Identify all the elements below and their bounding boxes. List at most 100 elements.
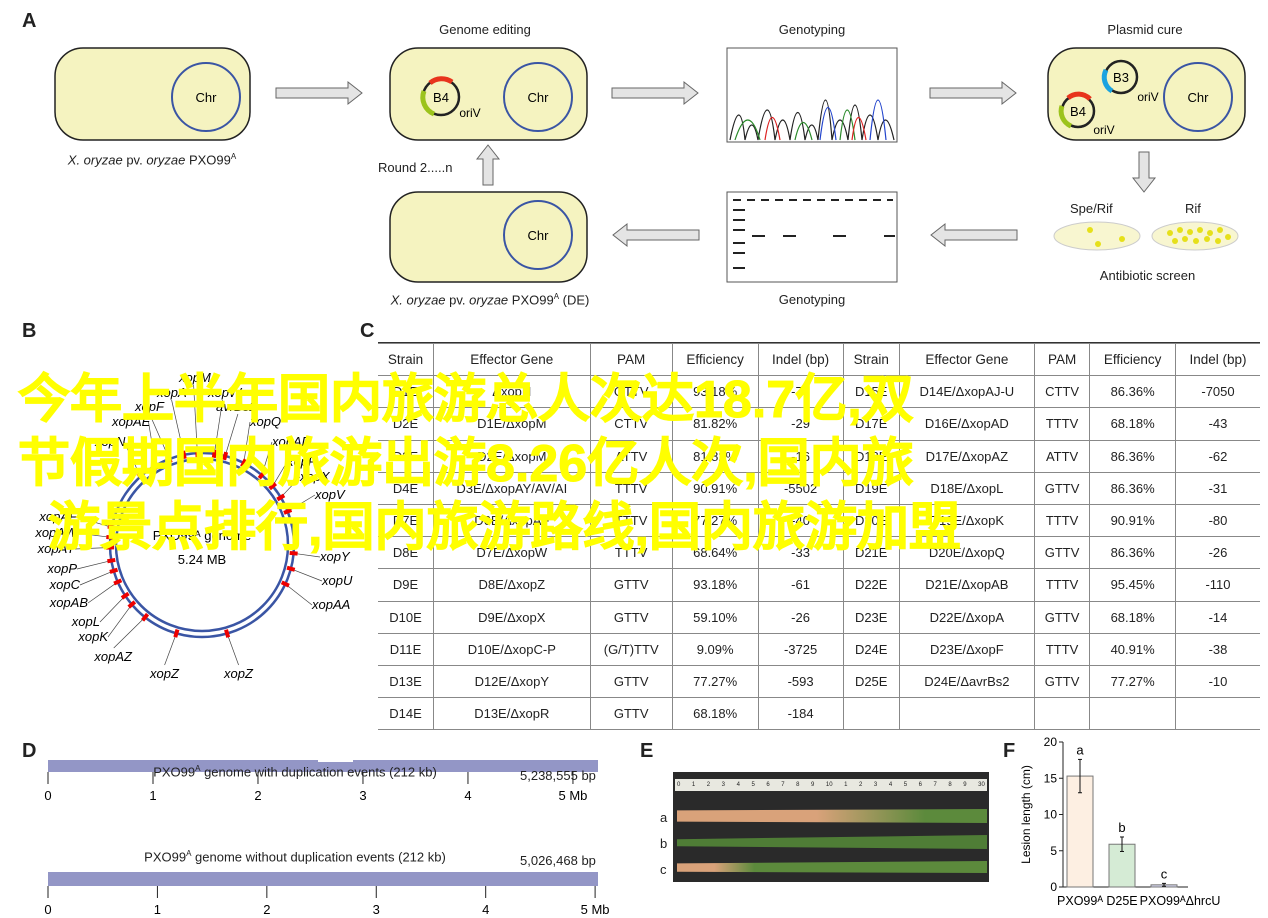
rif-label: Rif xyxy=(1185,201,1201,216)
effector-gene-cell: D1E/ΔxopM xyxy=(433,407,591,441)
plasmid-b3-label: B3 xyxy=(1113,70,1129,85)
ruler-tick: 1 xyxy=(691,782,696,788)
track-title-sup: A xyxy=(195,764,201,773)
pam-cell: TTTV xyxy=(1033,407,1091,441)
ruler-tick: 10 xyxy=(825,782,833,788)
efficiency-cell: 68.64% xyxy=(671,536,759,570)
strain-cell: D21E xyxy=(842,536,900,570)
strain-cell: D19E xyxy=(842,471,900,505)
table-row: D4E D3E/ΔxopAY/AV/AI TTTV 90.91% -5502 D19E D1… xyxy=(378,471,1260,505)
effector-locus-mark xyxy=(268,482,278,491)
table-row: D1E ΔxopN GTTV 93.18% -77 D15E D14E/ΔxopAJ-U CT… xyxy=(378,375,1260,409)
effector-connector xyxy=(171,399,185,455)
column-header: Effector Gene xyxy=(898,342,1035,377)
effector-connector xyxy=(293,552,321,558)
pam-cell: TTTV xyxy=(589,471,673,505)
effector-locus-mark xyxy=(289,550,298,556)
effector-connector xyxy=(290,568,323,582)
genotyping-title-2: Genotyping xyxy=(778,292,846,307)
genome-name: PXO99ᴬ genome xyxy=(153,528,251,543)
effector-locus-mark xyxy=(286,565,296,572)
strain-name: PXO99 xyxy=(185,152,231,168)
strain-sup: A xyxy=(230,152,237,161)
ruler-tick: 30 xyxy=(978,782,985,788)
effector-gene-cell xyxy=(898,697,1035,731)
track-title-sup: A xyxy=(186,849,192,858)
pam-cell: GTTV xyxy=(1033,471,1091,505)
efficiency-cell: 77.27% xyxy=(671,503,759,538)
effector-gene-cell: D19E/ΔxopK xyxy=(898,503,1035,538)
effector-locus-mark xyxy=(107,557,116,564)
efficiency-cell: 86.36% xyxy=(1089,439,1176,473)
pam-cell: CTTV xyxy=(589,407,673,441)
effector-gene-cell: D17E/ΔxopAZ xyxy=(898,439,1035,473)
indel-cell: -110 xyxy=(1174,568,1260,602)
efficiency-cell: 86.36% xyxy=(1089,471,1176,505)
effector-gene-cell: D20E/ΔxopQ xyxy=(898,536,1035,570)
table-row: D14E D13E/ΔxopR GTTV 68.18% -184 xyxy=(378,697,1260,731)
chr-label: Chr xyxy=(196,90,218,105)
indel-cell: -40 xyxy=(757,503,844,538)
ruler-tick: 2 xyxy=(859,782,863,788)
strain-name: PXO99 xyxy=(508,292,554,308)
effector-gene-cell: D10E/ΔxopC-P xyxy=(433,632,591,666)
effector-connector xyxy=(113,617,146,649)
pam-cell: GTTV xyxy=(589,697,673,731)
effector-label: xopN xyxy=(94,434,126,449)
pam-cell: GTTV xyxy=(1033,600,1091,634)
effector-locus-mark xyxy=(283,508,293,515)
strain-cell: D17E xyxy=(842,407,900,441)
track-tick-label: 1 xyxy=(149,788,156,803)
effector-connector xyxy=(224,413,239,457)
effector-gene-cell: D24E/ΔavrBs2 xyxy=(898,664,1035,699)
effector-connector xyxy=(107,604,133,638)
ruler-tick: 7 xyxy=(933,782,937,788)
y-tick-label: 10 xyxy=(1044,808,1058,822)
effector-label: xopV xyxy=(314,487,346,502)
effector-connector xyxy=(76,532,111,538)
efficiency-cell: 81.82% xyxy=(671,407,759,441)
y-tick-label: 5 xyxy=(1050,844,1057,858)
effector-locus-mark xyxy=(113,578,123,586)
table-row: D7E D6E/ΔxopAF TTTV 77.27% -40 D20E D19E/ΔxopK… xyxy=(378,503,1260,538)
editing-table: Strain Effector Gene PAM Efficiency Indel (b… xyxy=(378,342,1260,731)
column-header: PAM xyxy=(1033,342,1091,377)
efficiency-cell: 77.27% xyxy=(671,664,759,699)
strain-sup: A xyxy=(553,292,560,301)
table-row: D10E D9E/ΔxopX GTTV 59.10% -26 D23E D22E/ΔxopA… xyxy=(378,600,1260,634)
plasmid-cure-title: Plasmid cure xyxy=(1107,22,1183,37)
effector-locus-mark xyxy=(195,449,200,458)
indel-cell: -62 xyxy=(1174,439,1260,473)
strain-cell: D13E xyxy=(378,664,435,699)
track-tick-label: 1 xyxy=(154,902,161,917)
efficiency-cell: 40.91% xyxy=(1089,632,1176,666)
effector-label: xopA xyxy=(156,385,187,400)
indel-cell: -3725 xyxy=(757,632,844,666)
plasmid-b4-label: B4 xyxy=(433,90,449,105)
pam-cell: GTTV xyxy=(1033,664,1091,699)
ruler-tick: 6 xyxy=(918,782,922,788)
table-row: D13E D12E/ΔxopY GTTV 77.27% -593 D25E D24E/Δav… xyxy=(378,664,1260,699)
cell-editing: Chr B4 oriV xyxy=(389,47,588,141)
effector-label: xopAF xyxy=(38,509,78,524)
y-axis-label: Lesion length (cm) xyxy=(1019,765,1033,864)
bar xyxy=(1066,775,1094,888)
effector-label: xopL xyxy=(71,614,100,629)
effector-connector xyxy=(280,476,301,498)
pam-cell: (G/T)TTV xyxy=(589,632,673,666)
chr-label: Chr xyxy=(528,228,550,243)
x-tick-label: PXO99ᴬΔhrcU xyxy=(1140,894,1221,908)
effector-gene-cell: D16E/ΔxopAD xyxy=(898,407,1035,441)
effector-locus-mark xyxy=(109,567,119,574)
table-row: D3E D2E/ΔxopM ATTV 81.82% -16 D18E D17E/ΔxopAZ… xyxy=(378,439,1260,473)
significance-letter: c xyxy=(1161,866,1168,881)
leaf-b xyxy=(677,835,987,849)
pam-cell: TTTV xyxy=(1033,632,1091,666)
x-tick-label: D25E xyxy=(1106,894,1137,908)
track-tick-label: 2 xyxy=(263,902,270,917)
cell-wildtype: Chr xyxy=(54,47,251,141)
leaf-label-b: b xyxy=(660,836,668,851)
pathovar-name: oryzae xyxy=(146,152,186,168)
strain-cell: D2E xyxy=(378,407,435,441)
